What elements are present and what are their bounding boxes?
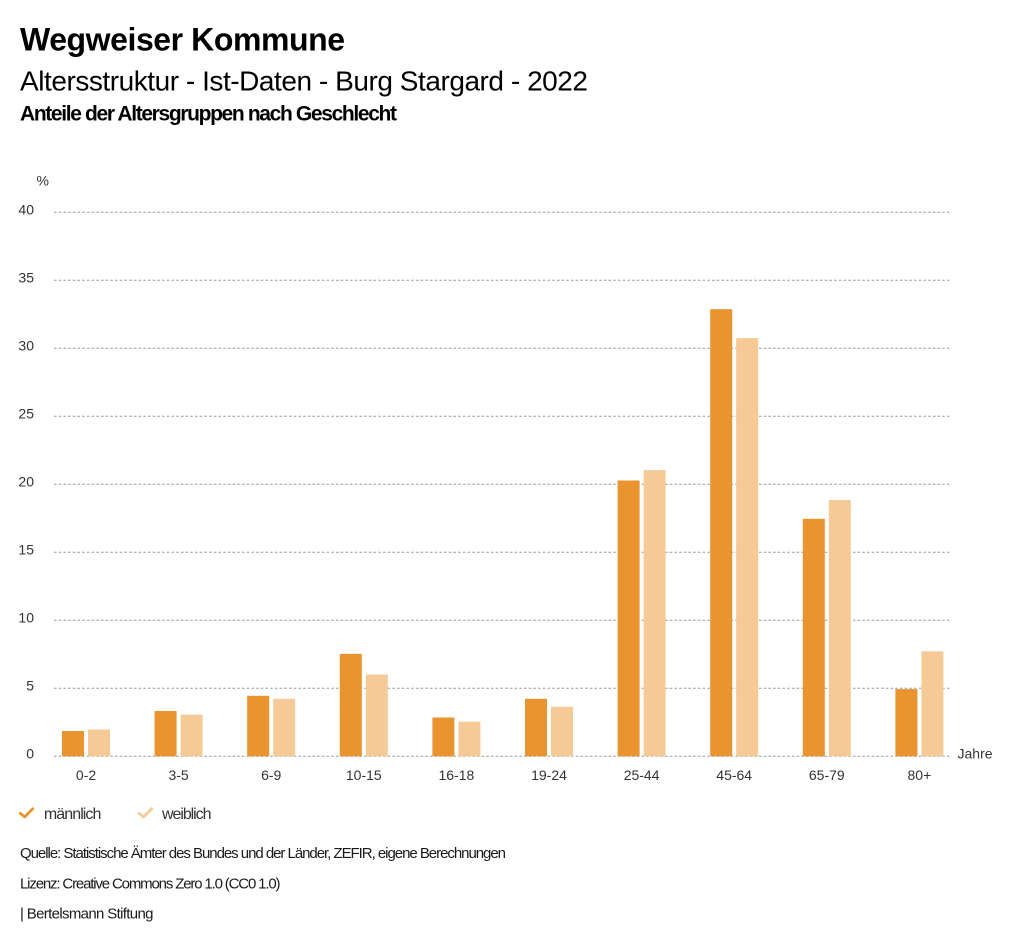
svg-text:20: 20 xyxy=(18,474,34,490)
svg-text:6-9: 6-9 xyxy=(261,767,281,783)
svg-text:0-2: 0-2 xyxy=(76,767,96,783)
svg-text:25: 25 xyxy=(18,406,34,422)
svg-text:Jahre: Jahre xyxy=(958,746,993,762)
svg-text:16-18: 16-18 xyxy=(438,767,474,783)
svg-text:Altersstruktur - Ist-Daten - B: Altersstruktur - Ist-Daten - Burg Starga… xyxy=(20,66,588,97)
svg-text:0: 0 xyxy=(26,746,34,762)
svg-text:%: % xyxy=(37,173,49,189)
svg-text:45-64: 45-64 xyxy=(716,767,752,783)
svg-text:weiblich: weiblich xyxy=(161,806,212,823)
svg-text:10: 10 xyxy=(18,610,34,626)
svg-text:19-24: 19-24 xyxy=(531,767,567,783)
svg-text:35: 35 xyxy=(18,270,34,286)
svg-text:männlich: männlich xyxy=(44,806,102,823)
svg-text:Quelle: Statistische Ämter des: Quelle: Statistische Ämter des Bundes un… xyxy=(20,845,506,862)
svg-text:40: 40 xyxy=(18,202,34,218)
svg-text:| Bertelsmann Stiftung: | Bertelsmann Stiftung xyxy=(20,906,154,923)
svg-text:3-5: 3-5 xyxy=(168,767,188,783)
svg-text:15: 15 xyxy=(18,542,34,558)
svg-text:10-15: 10-15 xyxy=(346,767,382,783)
svg-text:Anteile der Altersgruppen nach: Anteile der Altersgruppen nach Geschlech… xyxy=(20,103,397,126)
svg-text:Lizenz: Creative Commons Zero: Lizenz: Creative Commons Zero 1.0 (CC0 1… xyxy=(20,876,281,893)
svg-text:Wegweiser Kommune: Wegweiser Kommune xyxy=(20,22,345,58)
svg-text:5: 5 xyxy=(26,678,34,694)
svg-text:30: 30 xyxy=(18,338,34,354)
svg-text:80+: 80+ xyxy=(908,767,932,783)
svg-text:25-44: 25-44 xyxy=(624,767,660,783)
svg-text:65-79: 65-79 xyxy=(809,767,845,783)
